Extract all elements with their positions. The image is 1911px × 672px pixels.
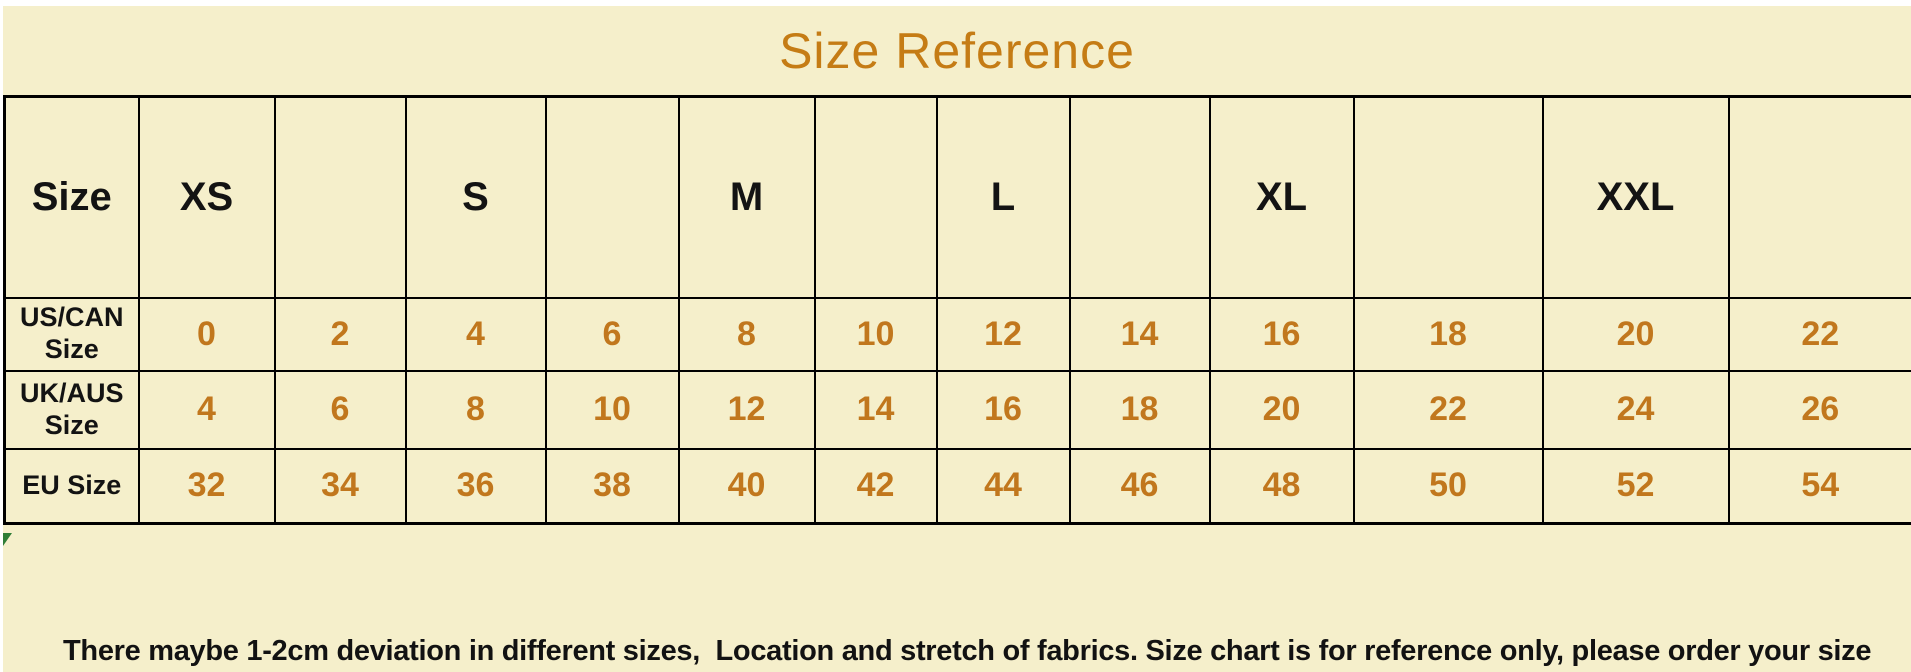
size-value-cell: 44 [935,447,1071,525]
size-value-cell: 40 [677,447,816,525]
size-header-gap [273,95,407,299]
size-header-row: Size XS S M L XL XXL [3,95,1911,299]
disclaimer-line-1: There maybe 1-2cm deviation in different… [63,635,1872,667]
green-corner-marker [3,533,12,546]
eu-size-row: EU Size 32 34 36 38 40 42 44 46 48 50 52… [3,447,1911,525]
size-value-cell: 24 [1541,369,1730,450]
size-header-xxl: XXL [1541,95,1730,299]
size-value-cell: 42 [813,447,938,525]
size-value-cell: 0 [137,296,276,372]
size-chart-page: Size Reference Size XS S M L XL XXL US/C… [3,6,1911,672]
size-value-cell: 18 [1352,296,1544,372]
size-value-cell: 10 [813,296,938,372]
size-value-cell: 20 [1208,369,1355,450]
size-value-cell: 4 [404,296,547,372]
size-header-label: Size [3,95,140,299]
size-table: Size XS S M L XL XXL US/CAN Size 0 2 4 6… [3,95,1911,525]
uk-aus-size-row: UK/AUS Size 4 6 8 10 12 14 16 18 20 22 2… [3,369,1911,450]
size-value-cell: 32 [137,447,276,525]
size-value-cell: 6 [544,296,680,372]
size-header-gap [1068,95,1211,299]
size-header-gap [1352,95,1544,299]
row-label-uk-aus: UK/AUS Size [3,369,140,450]
size-value-cell: 52 [1541,447,1730,525]
size-value-cell: 22 [1352,369,1544,450]
size-header-s: S [404,95,547,299]
size-value-cell: 4 [137,369,276,450]
size-value-cell: 16 [935,369,1071,450]
size-value-cell: 12 [935,296,1071,372]
size-value-cell: 10 [544,369,680,450]
disclaimer-text: There maybe 1-2cm deviation in different… [3,551,1911,672]
size-value-cell: 34 [273,447,407,525]
size-value-cell: 50 [1352,447,1544,525]
size-header-m: M [677,95,816,299]
size-value-cell: 18 [1068,369,1211,450]
size-header-l: L [935,95,1071,299]
size-value-cell: 14 [1068,296,1211,372]
size-value-cell: 22 [1727,296,1911,372]
us-can-size-row: US/CAN Size 0 2 4 6 8 10 12 14 16 18 20 … [3,296,1911,372]
row-label-eu: EU Size [3,447,140,525]
size-value-cell: 20 [1541,296,1730,372]
size-value-cell: 2 [273,296,407,372]
size-value-cell: 54 [1727,447,1911,525]
size-value-cell: 8 [677,296,816,372]
size-value-cell: 36 [404,447,547,525]
size-value-cell: 26 [1727,369,1911,450]
size-value-cell: 14 [813,369,938,450]
size-header-gap [813,95,938,299]
size-header-xl: XL [1208,95,1355,299]
size-value-cell: 12 [677,369,816,450]
size-value-cell: 16 [1208,296,1355,372]
size-value-cell: 8 [404,369,547,450]
size-value-cell: 38 [544,447,680,525]
title-band: Size Reference [3,6,1911,95]
size-header-gap [544,95,680,299]
size-header-xs: XS [137,95,276,299]
row-label-us-can: US/CAN Size [3,296,140,372]
size-value-cell: 48 [1208,447,1355,525]
size-value-cell: 46 [1068,447,1211,525]
page-title: Size Reference [779,22,1135,79]
size-value-cell: 6 [273,369,407,450]
size-header-gap [1727,95,1911,299]
